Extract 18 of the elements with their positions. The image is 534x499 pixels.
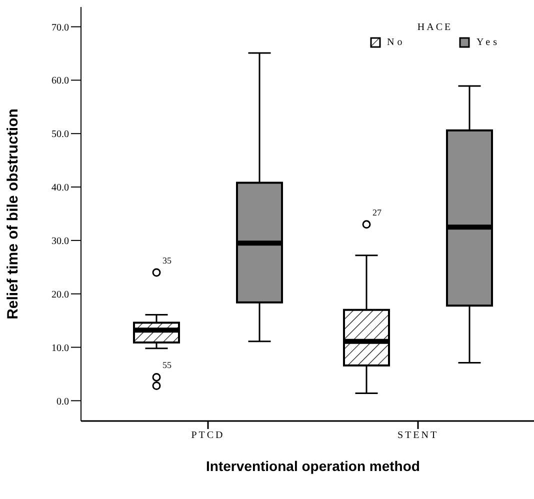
x-axis-title: Interventional operation method [206, 458, 420, 474]
y-tick-label: 70.0 [52, 22, 69, 34]
legend-label: No [387, 37, 406, 48]
annotation: 55 [162, 360, 172, 370]
x-tick-label: PTCD [191, 430, 225, 442]
y-tick-label: 20.0 [52, 289, 69, 300]
x-tick-label: STENT [397, 430, 439, 442]
y-axis-title: Relief time of bile obstruction [4, 108, 22, 320]
y-tick-label: 10.0 [52, 342, 69, 354]
annotation: 27 [372, 207, 382, 218]
y-tick-label: 30.0 [52, 236, 69, 247]
y-tick-label: 50.0 [52, 129, 69, 140]
y-tick-label: 60.0 [52, 76, 69, 87]
legend-label: Yes [476, 37, 500, 48]
y-tick-label: 0.0 [56, 396, 69, 408]
annotation: 35 [162, 255, 172, 266]
y-tick-label: 40.0 [52, 182, 69, 194]
legend-title: HACE [416, 22, 454, 33]
